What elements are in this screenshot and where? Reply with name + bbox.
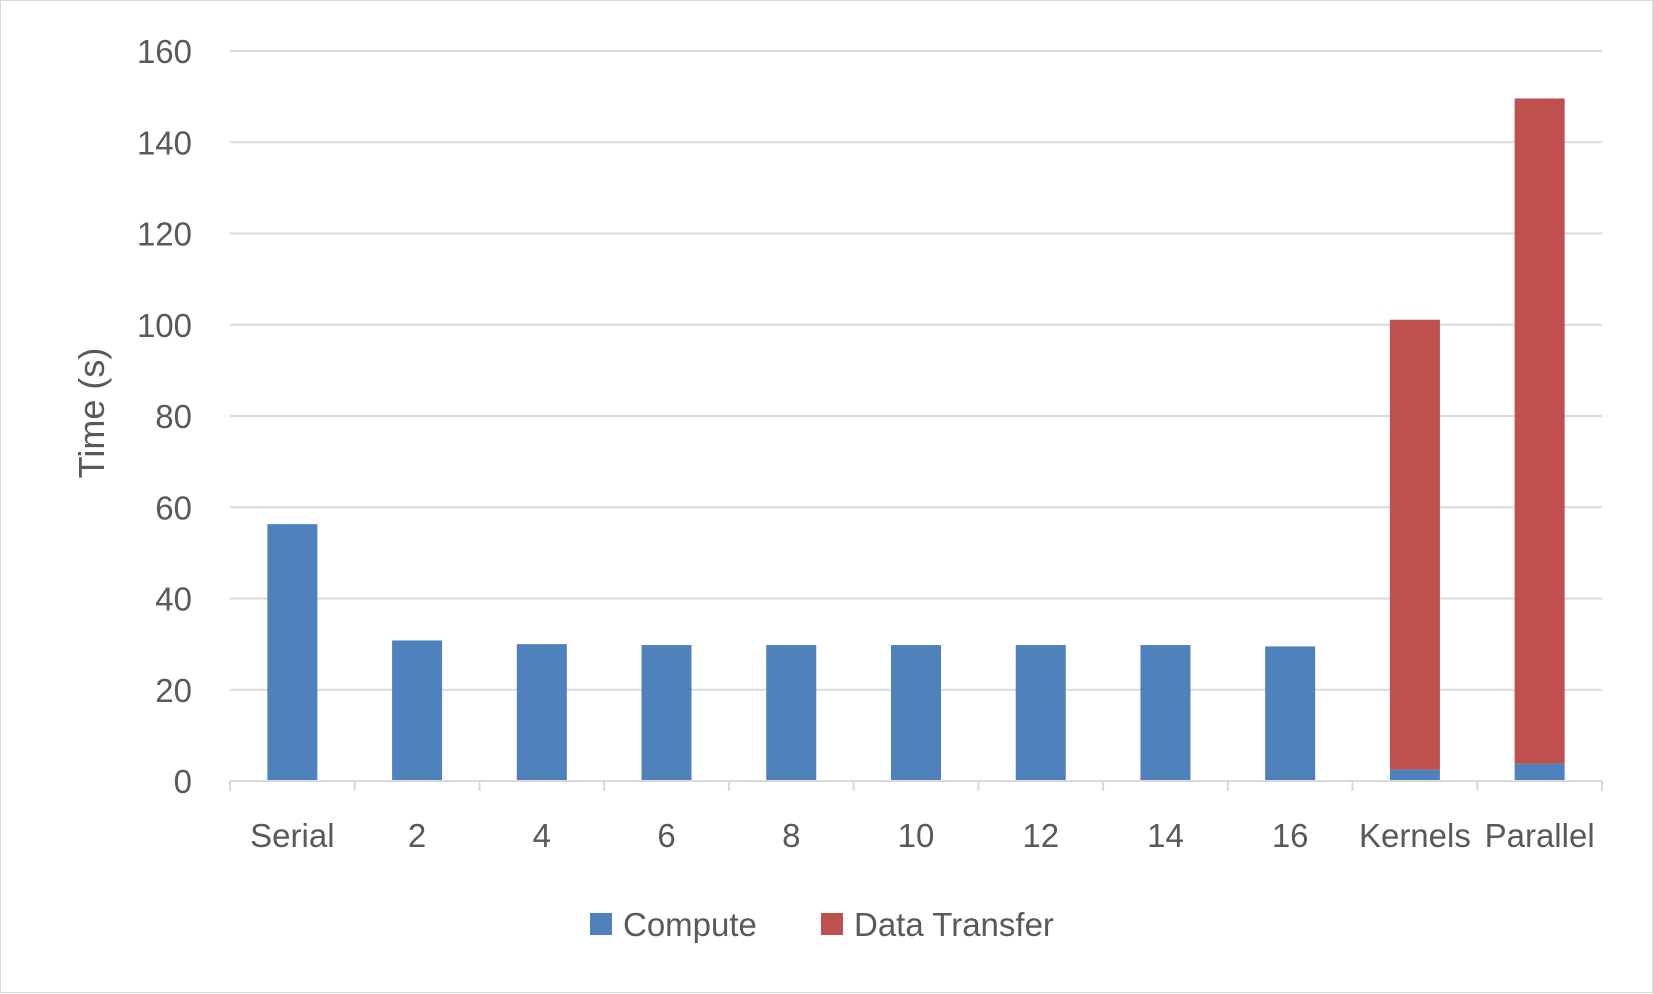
legend-swatch-data-transfer xyxy=(821,913,843,935)
legend-swatch-compute xyxy=(590,913,612,935)
x-axis xyxy=(229,780,1603,791)
x-category-label: Kernels xyxy=(1359,817,1471,854)
y-tick-label: 80 xyxy=(155,398,192,435)
bar-compute xyxy=(1514,763,1565,781)
x-category-label: 16 xyxy=(1272,817,1309,854)
bar-compute xyxy=(641,645,692,781)
x-category-label: 6 xyxy=(657,817,675,854)
y-tick-label: 100 xyxy=(137,307,192,344)
y-tick-label: 40 xyxy=(155,581,192,618)
bar-compute xyxy=(1015,645,1066,781)
bar-data-transfer xyxy=(1514,98,1565,764)
bar-compute xyxy=(1389,769,1440,781)
y-tick-label: 160 xyxy=(137,33,192,70)
legend-label: Data Transfer xyxy=(854,906,1054,943)
y-tick-label: 60 xyxy=(155,489,192,526)
x-category-label: 8 xyxy=(782,817,800,854)
x-category-label: 12 xyxy=(1022,817,1059,854)
gridlines xyxy=(230,50,1602,691)
y-tick-labels: 0 20 40 60 80 100 120 140 160 xyxy=(137,33,192,800)
bar-compute xyxy=(766,645,817,781)
legend-label: Compute xyxy=(623,906,757,943)
x-category-label: 2 xyxy=(408,817,426,854)
bar-compute xyxy=(392,640,443,781)
bar-data-transfer xyxy=(1389,319,1440,770)
y-tick-label: 20 xyxy=(155,672,192,709)
y-tick-label: 140 xyxy=(137,124,192,161)
bar-compute xyxy=(267,524,318,781)
x-category-label: Serial xyxy=(250,817,334,854)
y-axis-title: Time (s) xyxy=(71,348,112,479)
x-category-label: 4 xyxy=(533,817,551,854)
y-tick-label: 0 xyxy=(174,763,192,800)
x-category-label: 10 xyxy=(898,817,935,854)
x-category-labels: Serial 2 4 6 8 10 12 14 16 Kernels Parallel xyxy=(250,817,1594,854)
bar-compute xyxy=(1265,646,1316,781)
y-tick-label: 120 xyxy=(137,216,192,253)
x-category-label: 14 xyxy=(1147,817,1184,854)
bar-compute xyxy=(1140,645,1191,781)
bar-compute xyxy=(516,644,567,781)
bars xyxy=(267,98,1565,781)
bar-compute xyxy=(891,645,941,781)
legend: Compute Data Transfer xyxy=(590,906,1054,943)
x-category-label: Parallel xyxy=(1485,817,1595,854)
